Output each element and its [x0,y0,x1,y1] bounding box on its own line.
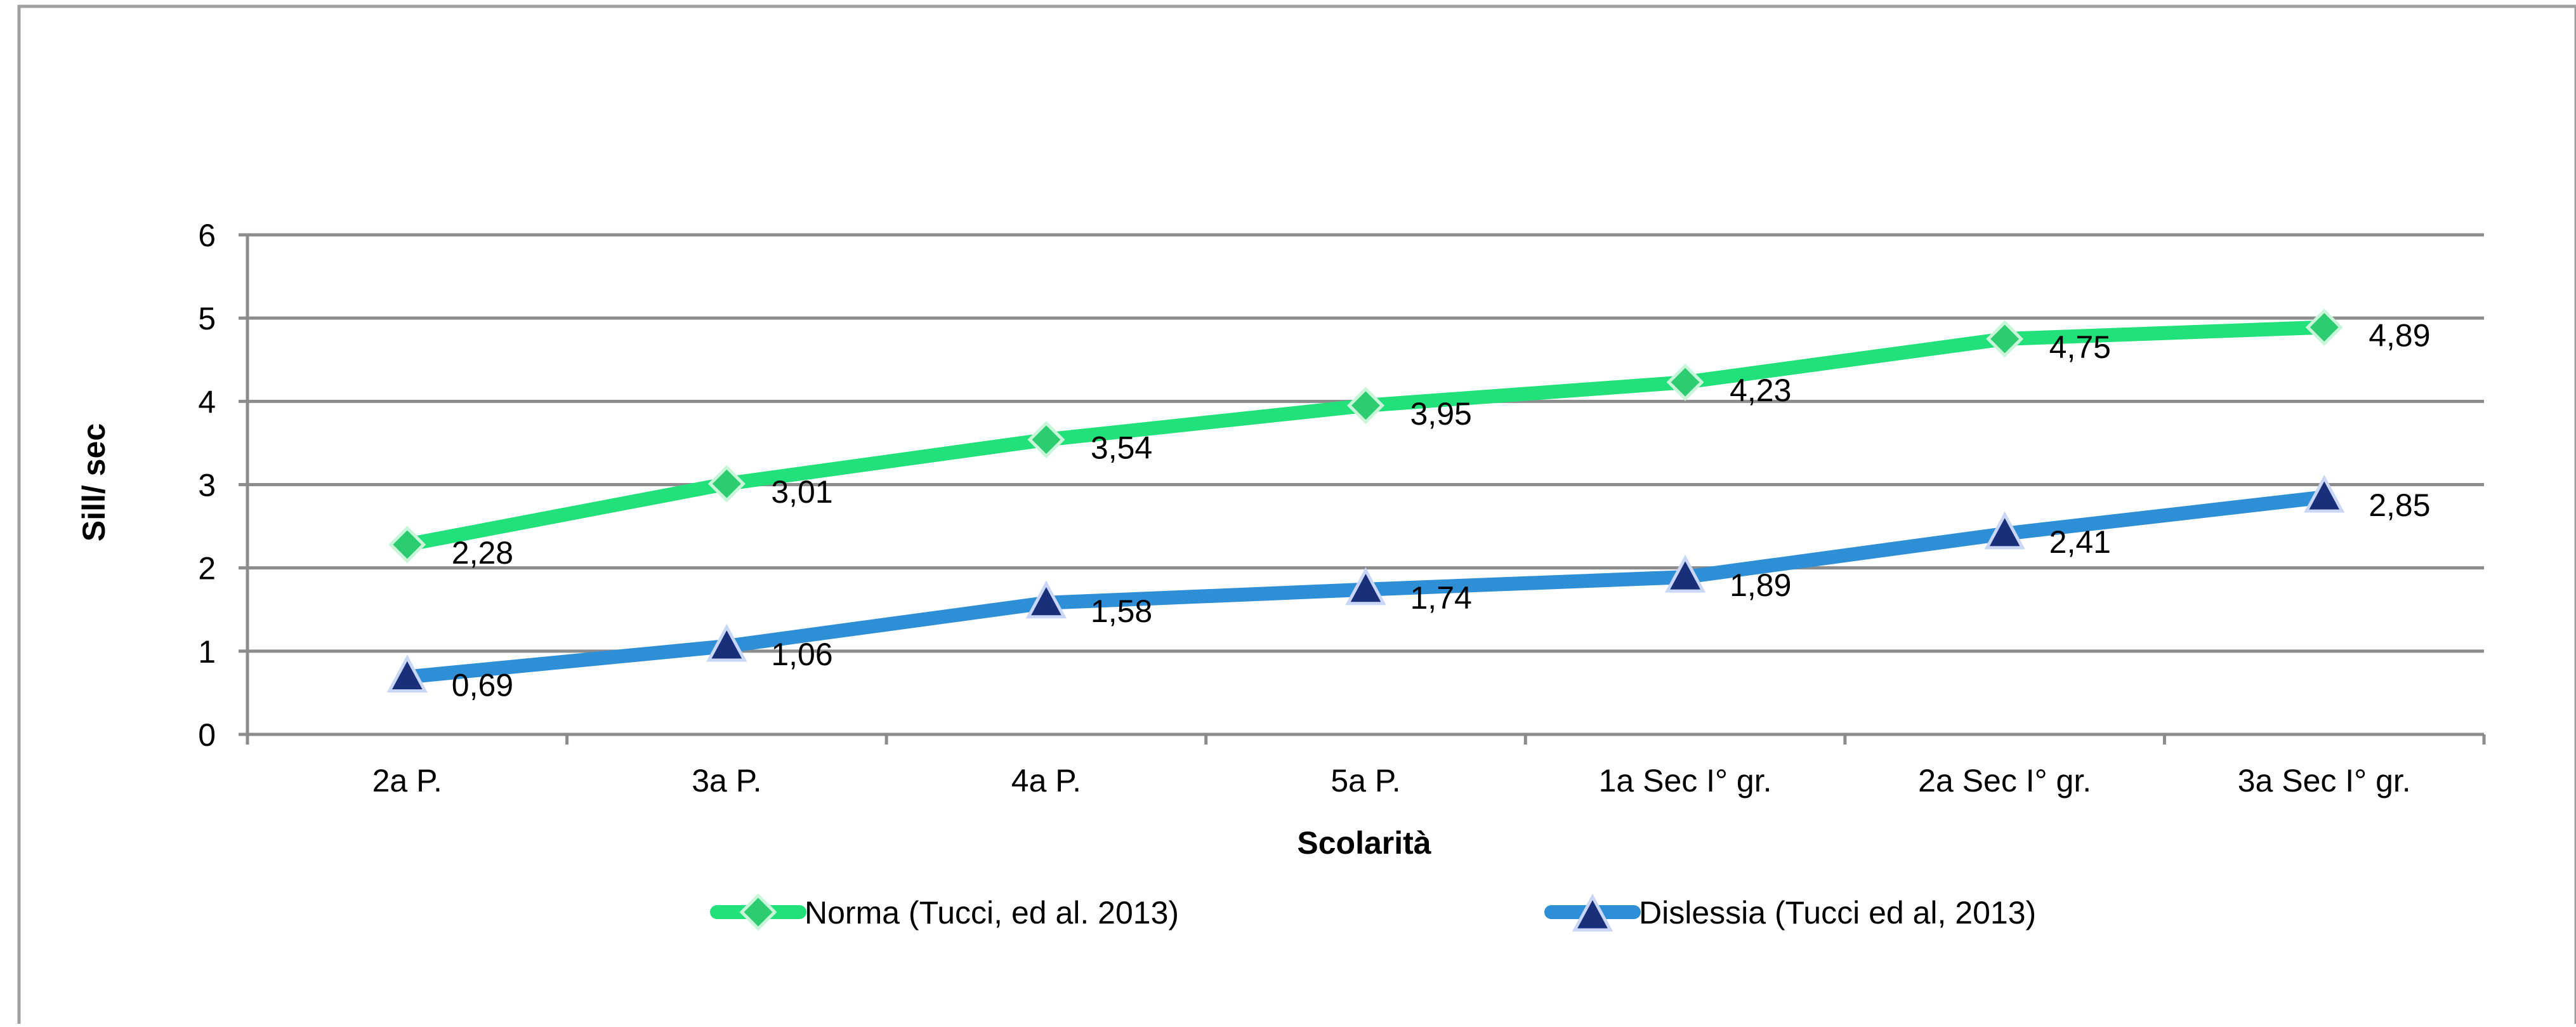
series-2-data-label: 2,41 [2049,524,2111,560]
x-tick-label: 2a Sec I° gr. [1918,763,2091,798]
x-tick-label: 1a Sec I° gr. [1599,763,1772,798]
y-tick-label: 2 [198,551,216,586]
data-labels: 2,28 3,01 3,54 3,95 4,23 4,75 4,89 0,69 1,06 1,58… [452,318,2431,703]
series-1-data-label: 4,89 [2369,318,2430,354]
legend-marker-1 [739,893,777,931]
series-1-data-label: 4,75 [2049,329,2111,365]
series-1-point [1346,387,1385,425]
series-1-data-label: 2,28 [452,535,513,571]
y-tick-label: 6 [198,218,216,253]
series-2-point [2304,474,2345,513]
series-1-point [388,526,426,564]
series-2-data-label: 1,58 [1091,593,1152,629]
series-1-point [1666,363,1704,401]
series-1-data-label: 3,01 [771,474,832,510]
series-2-point [1345,567,1386,606]
series-1-data-label: 3,54 [1091,430,1152,466]
series-1-point [1986,320,2024,358]
y-tick-label: 0 [198,717,216,753]
series-1-point [1027,421,1065,459]
x-axis-title: Scolarità [1297,825,1431,861]
series-markers [386,308,2345,692]
series-1-data-label: 3,95 [1410,396,1472,432]
x-tick-label: 3a P. [692,763,761,798]
series-1-point [2305,308,2343,347]
series-2-data-label: 2,85 [2369,487,2430,523]
y-tick-label: 5 [198,301,216,336]
series-1-point [707,465,746,503]
series-2-point [1025,580,1067,619]
x-tick-label: 3a Sec I° gr. [2238,763,2411,798]
legend: Norma (Tucci, ed al. 2013) Dislessia (Tuc… [710,893,2036,932]
y-tick-label: 1 [198,634,216,670]
axes: 0 1 2 3 4 5 6 2a P. 3a P. 4a P. 5a P. 1a Sec I° gr.… [198,218,2486,798]
y-axis-title: Sill/ sec [76,423,112,541]
series-2-data-label: 1,89 [1730,567,1791,603]
series-2-data-label: 1,74 [1410,580,1472,616]
y-tick-label: 4 [198,384,216,420]
series-2-point [386,654,428,692]
series-1-data-label: 4,23 [1730,373,1791,408]
series-2-point [706,623,747,662]
legend-marker-2 [1572,893,1613,932]
series-2-point [1984,511,2025,550]
x-tick-label: 5a P. [1331,763,1400,798]
series-2-data-label: 1,06 [771,637,832,672]
series-2-data-label: 0,69 [452,667,513,703]
x-tick-label: 2a P. [372,763,442,798]
legend-label-1: Norma (Tucci, ed al. 2013) [805,895,1179,931]
y-tick-label: 3 [198,468,216,503]
legend-label-2: Dislessia (Tucci ed al, 2013) [1639,895,2036,931]
series-2-point [1664,554,1706,593]
x-tick-label: 4a P. [1011,763,1081,798]
